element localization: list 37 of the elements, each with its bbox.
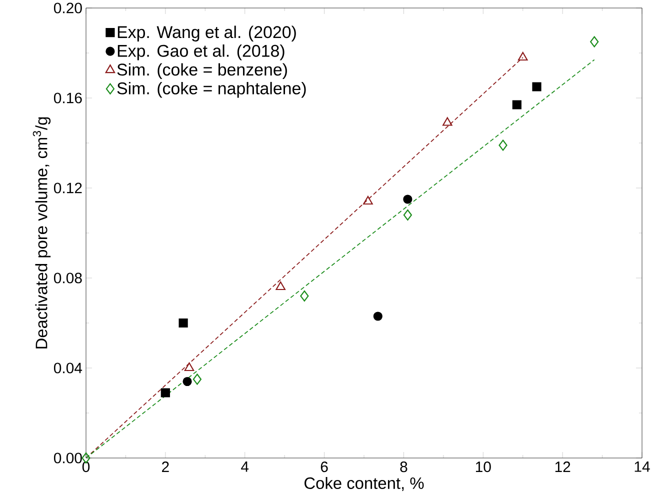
x-axis-title: Coke content, % [304, 476, 424, 491]
legend-label: Exp. Wang et al. (2020) [118, 26, 296, 42]
point [532, 82, 542, 92]
legend-label: Sim. (coke = naphtalene) [117, 82, 306, 98]
point [498, 140, 508, 151]
y-tick-label: 0.16 [54, 92, 82, 104]
point [403, 209, 412, 221]
point [276, 281, 286, 290]
x-tick-label: 6 [320, 462, 328, 472]
point [518, 52, 528, 61]
y-tick-label: 0.04 [54, 362, 82, 374]
x-tick-label: 2 [162, 462, 169, 472]
x-tick-label: 0 [82, 462, 90, 472]
point [590, 36, 599, 48]
point [363, 196, 373, 205]
y-tick-label: 0.12 [54, 182, 82, 194]
y-axis-title: Deactivated pore volume, cm$^{3}$/g [32, 117, 51, 348]
x-tick-label: 8 [400, 462, 408, 472]
point [160, 388, 170, 398]
y-tick-label: 0.20 [54, 2, 82, 14]
legend-label: Exp. Gao et al. (2018) [118, 44, 284, 60]
point [373, 312, 382, 321]
point [184, 362, 194, 372]
point [403, 194, 412, 204]
point [182, 376, 192, 386]
point [442, 117, 452, 126]
y-tick-label: 0.00 [54, 452, 82, 464]
x-tick-label: 12 [555, 462, 570, 472]
x-tick-label: 10 [476, 462, 491, 472]
point [300, 290, 309, 302]
x-tick-label: 14 [634, 462, 650, 472]
point [192, 374, 202, 385]
point [178, 318, 188, 328]
y-tick-label: 0.08 [54, 272, 82, 284]
point [512, 100, 522, 110]
x-tick-label: 4 [241, 462, 249, 472]
legend-label: Sim. (coke = benzene) [117, 63, 287, 79]
